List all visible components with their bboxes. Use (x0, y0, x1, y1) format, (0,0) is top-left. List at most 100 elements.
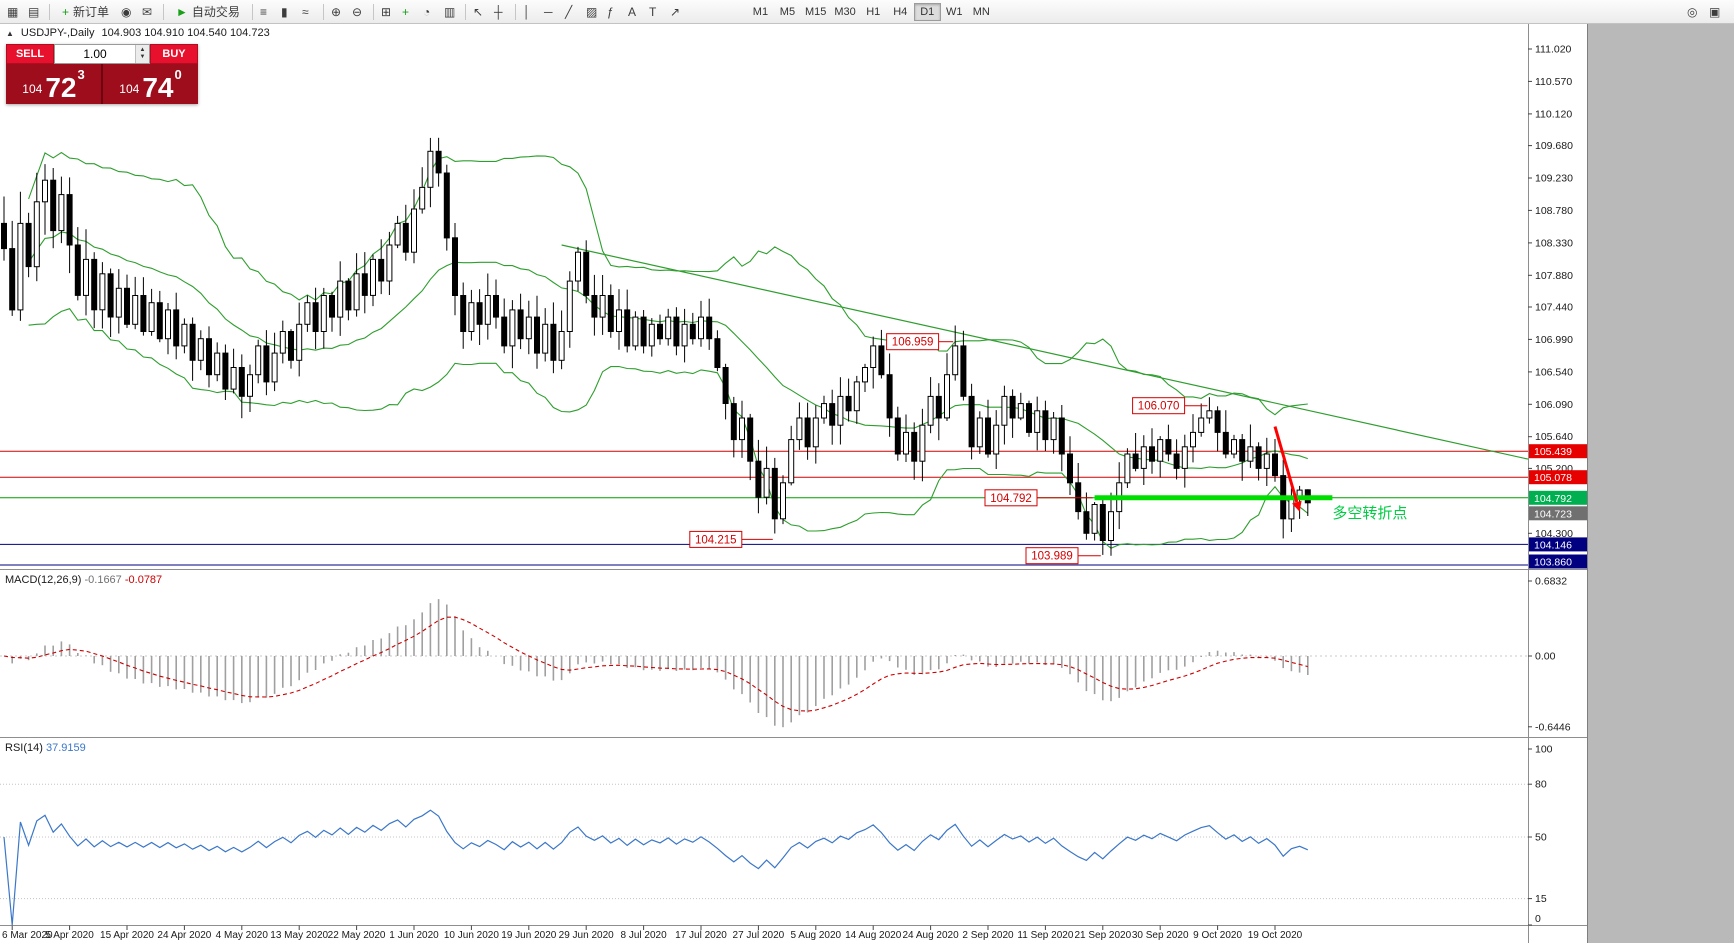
crosshair-icon: ┼ (493, 4, 503, 19)
mail-button[interactable]: ✉ (139, 2, 159, 22)
timeframe-h1-button[interactable]: H1 (860, 3, 887, 21)
collapse-chart-icon[interactable]: ▲ (6, 28, 14, 38)
trendline-button[interactable]: ╱ (562, 2, 582, 22)
arrows-button[interactable]: ↗ (667, 2, 687, 22)
price-callouts[interactable]: 106.959 106.070 104.792 104.215 103.989 (689, 333, 1208, 565)
time-axis-label: 10 Jun 2020 (444, 930, 499, 941)
label-icon: T (648, 4, 657, 19)
price-axis-label: 110.570 (1535, 76, 1572, 88)
chart-ohlc-values: 104.903 104.910 104.540 104.723 (101, 27, 270, 39)
horizontal-line-button[interactable]: ─ (541, 2, 561, 22)
zoom-in-button[interactable]: ⊕ (328, 2, 348, 22)
bid-price[interactable]: 104 72 3 (6, 64, 103, 104)
rsi-axis-label: 0 (1535, 913, 1541, 925)
periods-button[interactable]: ◔ (420, 2, 440, 22)
price-axis[interactable]: 111.020 110.570 110.120 109.680 109.230 108.7… (1528, 44, 1587, 569)
timeframe-m15-button[interactable]: M15 (801, 3, 830, 21)
cursor-button[interactable]: ↖ (470, 2, 490, 22)
indicators-icon: + (401, 4, 409, 19)
timeframe-m5-button[interactable]: M5 (774, 3, 801, 21)
price-axis-label: 108.780 (1535, 205, 1573, 217)
line-chart-button[interactable]: ≈ (299, 2, 319, 22)
macd-axis[interactable]: 0.6832 0.00 -0.6446 (1528, 576, 1571, 734)
time-axis-label: 9 Oct 2020 (1193, 930, 1242, 941)
descending-trendline[interactable] (561, 244, 1529, 460)
bar-chart-button[interactable]: ≡ (257, 2, 277, 22)
rsi-axis[interactable]: 100 80 50 15 0 (1528, 744, 1553, 926)
new-order-button[interactable]: + 新订单 (54, 2, 117, 22)
price-axis-label: 108.330 (1535, 237, 1573, 249)
crosshair-button[interactable]: ┼ (491, 2, 511, 22)
indicators-button[interactable]: + (399, 2, 419, 22)
quick-search-icon: ◎ (1687, 4, 1698, 19)
trendline-icon: ╱ (564, 4, 573, 19)
zoom-out-icon: ⊖ (351, 4, 362, 19)
rsi-header: RSI(14) 37.9159 (5, 742, 86, 754)
price-axis-label: 109.680 (1535, 140, 1573, 152)
time-axis-label: 11 Sep 2020 (1017, 930, 1073, 941)
quick-search-button[interactable]: ◎ (1684, 2, 1704, 22)
volume-control: ▲ ▼ (54, 44, 150, 64)
toolbar-separator (514, 3, 516, 20)
time-axis-label: 24 Apr 2020 (157, 930, 211, 941)
sell-button[interactable]: SELL (6, 44, 54, 64)
price-callout-label: 106.959 (892, 337, 934, 349)
timeframe-mn-button[interactable]: MN (968, 3, 995, 21)
volume-down-icon[interactable]: ▼ (139, 54, 146, 60)
timeframe-m1-button[interactable]: M1 (747, 3, 774, 21)
toolbar-separator (322, 3, 324, 20)
new-chart-button[interactable]: ▦ (4, 2, 24, 22)
time-axis-label: 4 May 2020 (216, 930, 269, 941)
rsi-axis-label: 100 (1535, 744, 1553, 756)
new-order-icon: + (62, 4, 70, 19)
time-axis-label: 1 Jun 2020 (389, 930, 439, 941)
timeframe-d1-button[interactable]: D1 (913, 2, 941, 21)
zoom-out-button[interactable]: ⊖ (349, 2, 369, 22)
bar-chart-icon: ≡ (259, 4, 267, 19)
new-order-label: 新订单 (73, 5, 110, 19)
timeframe-h4-button[interactable]: H4 (887, 3, 914, 21)
candlestick-chart-button[interactable]: ▮ (278, 2, 298, 22)
time-axis-label: 13 May 2020 (270, 930, 328, 941)
volume-up-icon[interactable]: ▲ (139, 47, 146, 53)
community-button[interactable]: ▣ (1706, 2, 1726, 22)
new-chart-icon: ▦ (7, 4, 19, 19)
toolbar-separator (49, 3, 50, 20)
ask-price[interactable]: 104 74 0 (103, 64, 198, 104)
price-axis-label: 106.090 (1535, 399, 1573, 411)
templates-icon: ▥ (443, 4, 456, 19)
time-axis-label: 14 Aug 2020 (845, 930, 902, 941)
timeframe-w1-button[interactable]: W1 (941, 3, 968, 21)
chart-profiles-button[interactable]: ▤ (25, 2, 45, 22)
fibonacci-button[interactable]: ƒ (604, 2, 624, 22)
volume-stepper: ▲ ▼ (135, 45, 149, 63)
vertical-line-button[interactable]: │ (520, 2, 540, 22)
price-axis-label: 111.020 (1535, 44, 1572, 56)
annotation-note[interactable]: 多空转折点 (1332, 505, 1407, 522)
time-axis-label: 22 May 2020 (328, 930, 386, 941)
toolbar-separator (372, 3, 374, 20)
buy-button[interactable]: BUY (150, 44, 198, 64)
alerts-button[interactable]: ◉ (118, 2, 138, 22)
bid-big-figure: 104 (22, 82, 43, 96)
tile-windows-button[interactable]: ⊞ (378, 2, 398, 22)
text-icon: A (627, 4, 636, 19)
autotrading-button[interactable]: ► 自动交易 (168, 2, 248, 22)
text-button[interactable]: A (625, 2, 645, 22)
macd-axis-label: -0.6446 (1535, 721, 1571, 733)
sell-signal-arrow[interactable] (1273, 426, 1302, 512)
rsi-axis-label: 80 (1535, 779, 1547, 791)
volume-input[interactable] (55, 45, 135, 63)
label-button[interactable]: T (646, 2, 666, 22)
toolbar-separator (464, 3, 466, 20)
toolbar-button-groups: ▦ ▤ + 新订单 ◉ ✉ ► 自动交易 ≡ ▮ ≈ ⊕ ⊖ ⊞ + ◔ ▥ ↖ ┼ │ ─ ╱ ▨ ƒ A T ↗ (4, 2, 687, 22)
time-axis-label: 29 Jun 2020 (559, 930, 614, 941)
price-axis-boxed-label: 104.792 (1534, 493, 1572, 505)
price-axis-label: 105.640 (1535, 431, 1573, 443)
timeframe-m30-button[interactable]: M30 (830, 3, 859, 21)
templates-button[interactable]: ▥ (441, 2, 461, 22)
equidistant-channel-button[interactable]: ▨ (583, 2, 603, 22)
